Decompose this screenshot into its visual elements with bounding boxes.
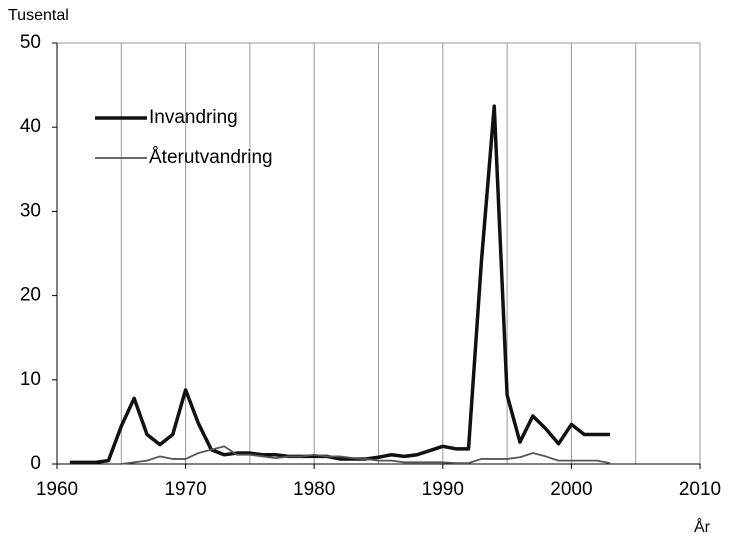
x-axis-label: År [694,517,711,536]
x-tick-label: 2010 [679,479,721,500]
x-tick-label: 1960 [36,479,78,500]
y-tick-label: 40 [20,116,41,137]
x-tick-label: 1970 [164,479,206,500]
y-tick-label: 50 [20,32,41,53]
series-line [69,104,610,465]
y-tick-label: 10 [20,369,41,390]
y-tick-label: 0 [30,453,41,474]
x-tick-label: 1980 [293,479,335,500]
y-tick-label: 30 [20,200,41,221]
x-tick-label: 2000 [550,479,592,500]
y-tick-label: 20 [20,285,41,306]
x-tick-label: 1990 [422,479,464,500]
legend-label: Invandring [149,107,238,128]
series-line [121,445,611,465]
legend-label: Återutvandring [149,147,273,168]
y-axis-label: Tusental [8,7,69,24]
